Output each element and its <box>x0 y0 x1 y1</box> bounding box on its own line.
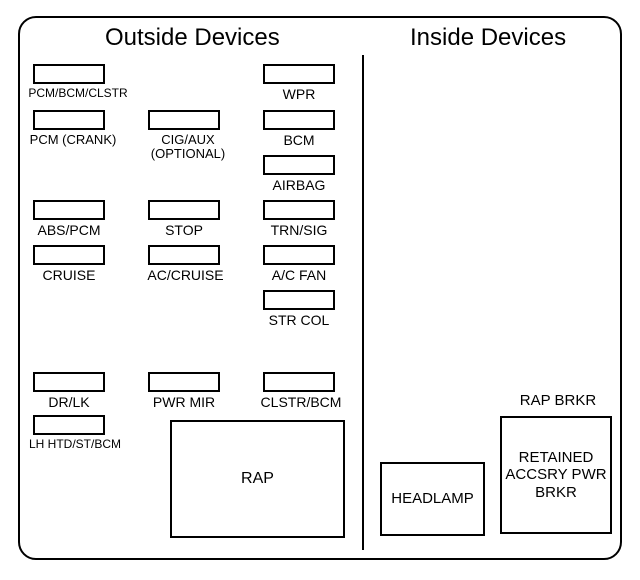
title-outside: Outside Devices <box>105 24 280 52</box>
fuse-label-dr-lk: DR/LK <box>33 395 105 410</box>
fuse-airbag <box>263 155 335 175</box>
fuse-label-trn-sig: TRN/SIG <box>263 223 335 238</box>
fuse-cig-aux <box>148 110 220 130</box>
fuse-label-lh-htd-st-bcm: LH HTD/ST/BCM <box>20 438 130 451</box>
fuse-label-cruise: CRUISE <box>33 268 105 283</box>
rap-brkr-label: RAP BRKR <box>508 393 608 410</box>
fuse-label-pcm-bcm-clstr: PCM/BCM/CLSTR <box>23 87 133 100</box>
fuse-label-pcm-crank: PCM (CRANK) <box>23 133 123 147</box>
fuse-label-bcm: BCM <box>263 133 335 148</box>
fuse-lh-htd-st-bcm <box>33 415 105 435</box>
fuse-ac-fan <box>263 245 335 265</box>
fuse-ac-cruise <box>148 245 220 265</box>
fuse-label-ac-fan: A/C FAN <box>263 268 335 283</box>
headlamp-box: HEADLAMP <box>380 462 485 536</box>
fuse-pcm-bcm-clstr <box>33 64 105 84</box>
fuse-label-str-col: STR COL <box>263 313 335 328</box>
fuse-stop <box>148 200 220 220</box>
panel-divider <box>362 55 364 550</box>
fuse-trn-sig <box>263 200 335 220</box>
fuse-label-stop: STOP <box>148 223 220 238</box>
fuse-label-wpr: WPR <box>263 87 335 102</box>
fuse-pcm-crank <box>33 110 105 130</box>
fuse-label-pwr-mir: PWR MIR <box>148 395 220 410</box>
fuse-bcm <box>263 110 335 130</box>
fuse-abs-pcm <box>33 200 105 220</box>
fuse-clstr-bcm <box>263 372 335 392</box>
fuse-str-col <box>263 290 335 310</box>
rap-box: RAP <box>170 420 345 538</box>
fuse-label-cig-aux: CIG/AUX (OPTIONAL) <box>138 133 238 162</box>
fuse-label-airbag: AIRBAG <box>263 178 335 193</box>
retained-brkr-box: RETAINED ACCSRY PWR BRKR <box>500 416 612 534</box>
fuse-label-ac-cruise: AC/CRUISE <box>143 268 228 283</box>
fuse-cruise <box>33 245 105 265</box>
fuse-label-clstr-bcm: CLSTR/BCM <box>255 395 347 410</box>
fuse-wpr <box>263 64 335 84</box>
title-inside: Inside Devices <box>410 24 566 52</box>
fuse-label-abs-pcm: ABS/PCM <box>33 223 105 238</box>
fuse-pwr-mir <box>148 372 220 392</box>
fuse-dr-lk <box>33 372 105 392</box>
